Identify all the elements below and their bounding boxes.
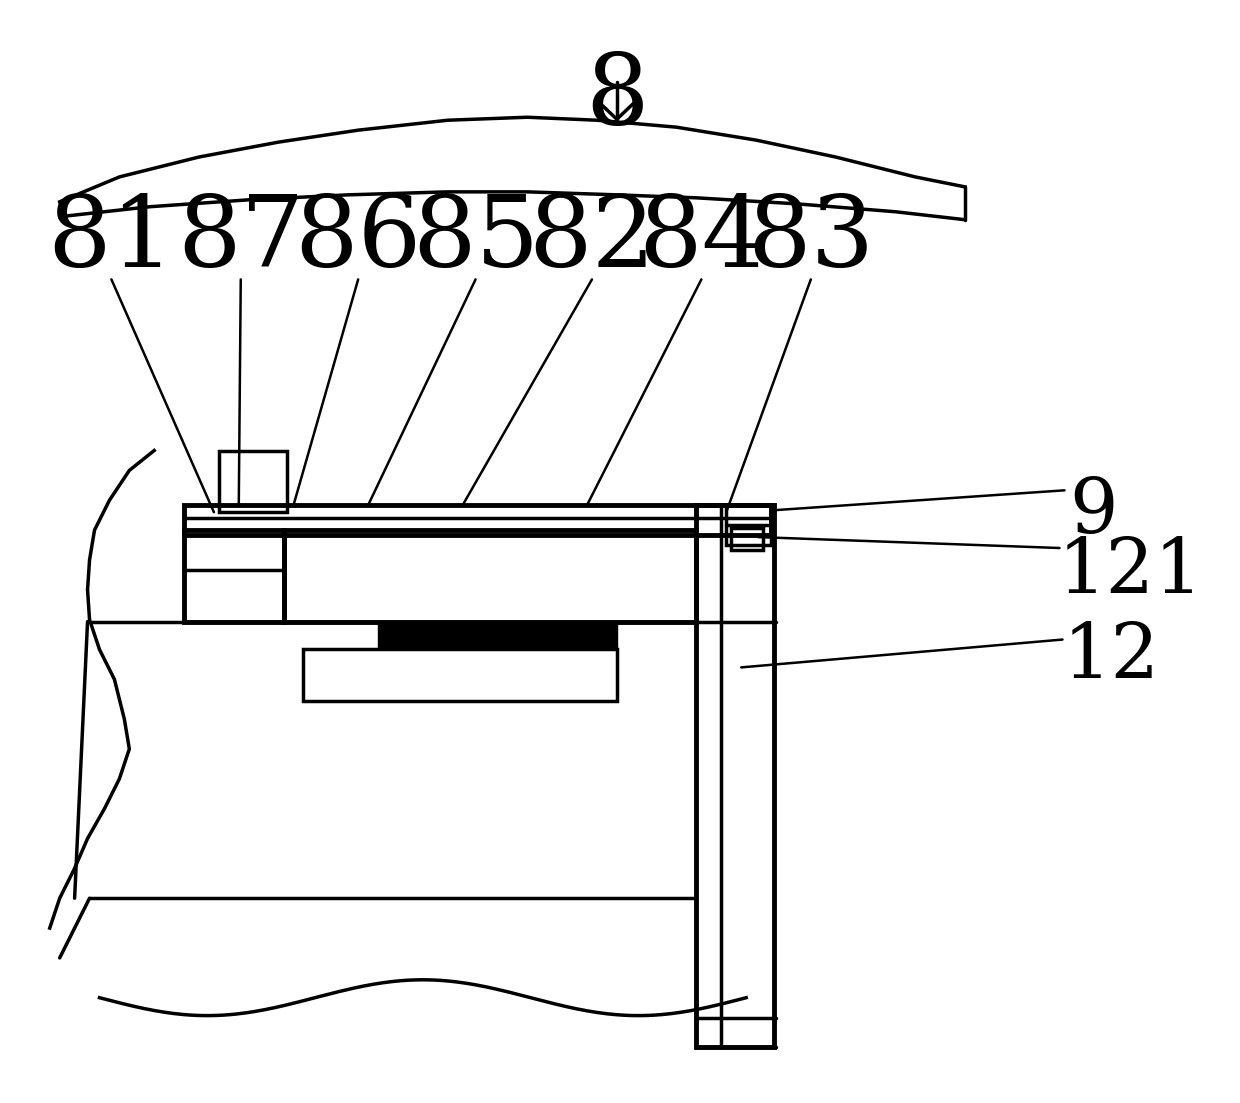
Bar [732,528,763,550]
Text: 12: 12 [1063,620,1159,694]
Bar [697,505,774,1048]
Text: 84: 84 [637,192,765,288]
Text: 85: 85 [412,192,539,288]
Bar [184,505,771,535]
Text: 82: 82 [528,192,656,288]
Text: 9: 9 [1069,475,1118,549]
Text: 8: 8 [585,51,649,147]
Bar [219,450,286,512]
Bar [378,623,616,650]
Text: 81: 81 [47,192,175,288]
Bar [304,650,616,702]
Text: 87: 87 [177,192,304,288]
Bar [727,505,771,545]
Text: 121: 121 [1058,535,1203,609]
Text: 86: 86 [295,192,422,288]
Text: 83: 83 [748,192,874,288]
Bar [184,531,284,622]
Bar [284,531,697,622]
